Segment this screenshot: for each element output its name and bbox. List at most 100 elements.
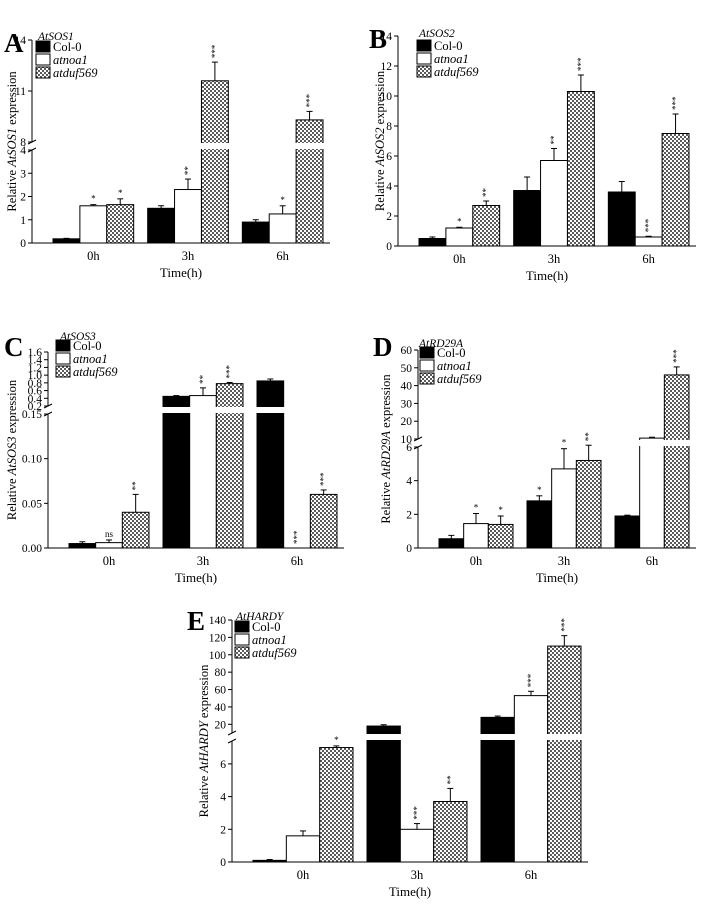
bar-atnoa1-3h: [551, 468, 577, 549]
break-gap: [513, 734, 549, 740]
panel-e: E024620406080100120140*0h*****3h******6h…: [187, 606, 588, 899]
y-tick-label: 140: [209, 615, 227, 627]
bar-col-0-3h: [366, 725, 401, 863]
y-tick-label: 2: [406, 509, 412, 521]
y-axis-label-suffix: expression: [5, 379, 19, 436]
gene-name: AtSOS2: [418, 28, 455, 40]
x-tick-label: 0h: [103, 554, 116, 568]
bar-atduf569-0h: [121, 511, 150, 549]
legend-label: Col-0: [434, 39, 462, 53]
significance-label: **: [481, 188, 491, 198]
bar-col-0-3h: [526, 500, 553, 549]
y-tick-label: 0.10: [22, 454, 42, 466]
legend-swatch: [234, 620, 250, 633]
significance-label: ***: [644, 218, 654, 232]
y-tick-label: 11: [15, 86, 26, 98]
legend-label: Col-0: [437, 346, 465, 360]
significance-label: *: [562, 438, 567, 448]
y-tick-label: 14: [15, 35, 27, 47]
significance-label: *: [457, 216, 462, 226]
bar-atduf569-3h: [433, 801, 468, 863]
significance-label: *: [474, 502, 479, 512]
break-gap: [188, 407, 218, 413]
bar-atduf569-6h: [547, 645, 582, 863]
legend-label: atduf569: [437, 372, 482, 386]
significance-label: **: [131, 481, 141, 491]
significance-label: *: [537, 485, 542, 495]
legend-swatch: [419, 359, 435, 372]
legend-swatch: [416, 39, 432, 52]
y-tick-label: 10: [401, 434, 413, 446]
x-tick-label: 3h: [182, 249, 195, 263]
bar-col-0-6h: [241, 221, 270, 244]
bar-atduf569-0h: [319, 747, 354, 863]
y-tick-label: 6: [386, 151, 392, 163]
panel-letter: E: [187, 606, 205, 636]
y-axis-label-prefix: Relative: [197, 773, 211, 818]
axis-break-mark: [227, 738, 237, 744]
x-tick-label: 0h: [297, 868, 310, 882]
y-tick-label: 0: [220, 857, 226, 869]
bar-atduf569-3h: [200, 80, 229, 244]
y-axis-label: Relative AtHARDY expression: [197, 664, 211, 818]
y-tick-label: 6: [406, 442, 412, 454]
y-tick-label: 20: [215, 719, 227, 731]
y-tick-label: 50: [401, 363, 413, 375]
y-tick-label: 30: [401, 398, 413, 410]
bar-atnoa1-3h: [540, 160, 568, 247]
y-tick-label: 2: [220, 824, 226, 836]
y-axis-label-prefix: Relative: [5, 475, 19, 520]
significance-label: ***: [671, 96, 681, 110]
bar-atduf569-6h: [663, 374, 690, 549]
y-tick-label: 2: [386, 211, 392, 223]
x-axis-label: Time(h): [160, 265, 202, 280]
significance-label: ***: [225, 364, 235, 378]
significance-label: ***: [412, 806, 422, 820]
bar-atnoa1-6h: [268, 213, 297, 244]
bar-atnoa1-3h: [189, 395, 217, 549]
y-tick-label: 3: [20, 168, 26, 180]
x-tick-label: 6h: [525, 868, 538, 882]
x-axis-label: Time(h): [526, 268, 568, 283]
gene-name: AtHARDY: [235, 611, 285, 623]
bar-atnoa1-6h: [639, 437, 665, 549]
legend-label: atduf569: [252, 646, 297, 660]
break-gap: [663, 440, 690, 446]
panel-c: C 0.00 0.05 0.10 0.150.20.40.60.81.01.21.41.…: [4, 331, 344, 585]
y-tick-label: 1.4: [28, 355, 43, 367]
significance-label: ***: [319, 472, 329, 486]
break-gap: [295, 143, 324, 149]
legend-label: atduf569: [73, 365, 118, 379]
break-gap: [256, 407, 285, 413]
break-gap: [146, 143, 176, 149]
bar-atduf569-6h: [661, 133, 690, 247]
significance-label: *: [334, 735, 339, 745]
bar-atduf569-3h: [566, 91, 595, 247]
y-tick-label: 6: [220, 759, 226, 771]
x-tick-label: 6h: [276, 249, 289, 263]
y-axis-label-suffix: expression: [197, 664, 211, 721]
significance-label: ***: [305, 93, 315, 107]
y-axis-label: Relative AtSOS1 expression: [5, 71, 19, 212]
bar-atnoa1-0h: [79, 205, 108, 244]
y-axis-label-gene: AtSOS1: [5, 128, 19, 168]
y-tick-label: 40: [401, 381, 413, 393]
bar-col-0-6h: [607, 191, 636, 247]
y-tick-label: 4: [20, 145, 26, 157]
y-tick-label: 4: [386, 181, 392, 193]
break-gap: [215, 407, 244, 413]
y-tick-label: 0.05: [22, 498, 42, 510]
x-tick-label: 3h: [558, 554, 571, 568]
y-tick-label: 1: [20, 215, 26, 227]
significance-label: **: [445, 775, 455, 785]
legend-label: Col-0: [252, 620, 280, 634]
bar-col-0-0h: [68, 543, 97, 549]
bar-atduf569-0h: [487, 523, 514, 549]
y-axis-label: Relative AtSOS2 expression: [373, 70, 387, 211]
significance-label: *: [280, 195, 285, 205]
panel-letter: D: [373, 332, 393, 362]
legend-swatch: [35, 66, 51, 79]
